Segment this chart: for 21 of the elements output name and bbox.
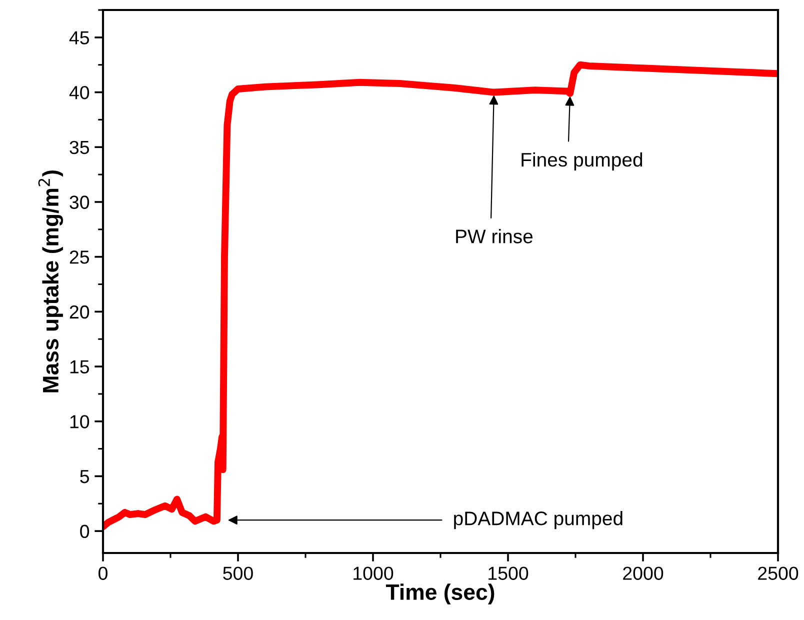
y-tick-label: 20 bbox=[70, 305, 90, 319]
y-tick-label: 45 bbox=[69, 31, 90, 44]
y-tick-label: 15 bbox=[70, 360, 90, 374]
x-tick-label: 2500 bbox=[758, 566, 798, 580]
y-tick-label: 10 bbox=[70, 415, 90, 428]
y-axis-title: Mass uptake (mg/m$^{2}$) bbox=[38, 170, 64, 392]
annotation: Fines pumped bbox=[522, 152, 642, 170]
x-tick-label: 1500 bbox=[488, 566, 528, 580]
x-tick-label: 500 bbox=[223, 566, 253, 580]
x-tick-label: 0 bbox=[98, 566, 108, 580]
annotation: PW rinse bbox=[456, 229, 533, 244]
y-tick-label: 25 bbox=[70, 250, 90, 264]
y-tick-label: 30 bbox=[70, 196, 90, 209]
y-tick-label: 5 bbox=[80, 470, 90, 484]
x-tick-label: 2000 bbox=[623, 566, 664, 580]
y-tick-label: 0 bbox=[80, 524, 90, 538]
y-tick-label: 35 bbox=[70, 140, 90, 154]
x-axis-title: Time (sec) bbox=[386, 584, 494, 604]
x-tick-label: 1000 bbox=[354, 566, 394, 580]
annotation: pDADMAC pumped bbox=[454, 511, 622, 530]
y-tick-label: 40 bbox=[69, 86, 90, 100]
